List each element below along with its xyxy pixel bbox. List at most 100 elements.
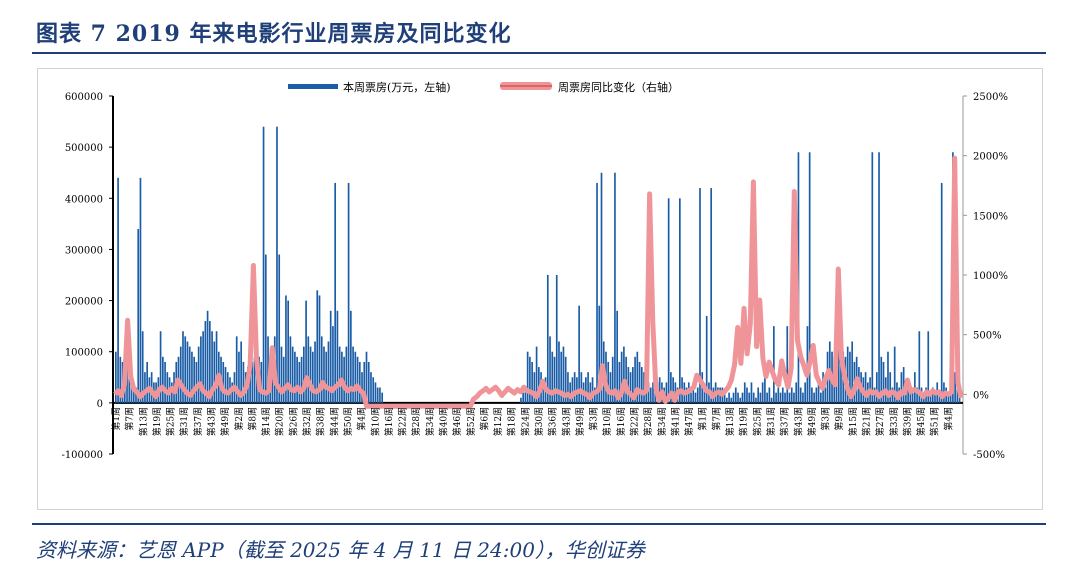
box-office-bar [649,387,652,403]
box-office-bar [318,295,321,403]
box-office-bar [320,336,323,403]
x-tick-label: 第37周 [779,407,791,436]
box-office-bar [164,361,166,403]
box-office-bar [672,377,674,403]
box-office-bar [569,382,572,403]
box-office-bar [578,305,580,403]
box-office-bar [305,300,307,403]
box-office-bar [864,372,867,403]
box-office-bar [632,367,634,403]
legend-swatch-box-office [288,84,338,89]
box-office-bar [587,372,589,403]
box-office-bar [938,392,941,403]
box-office-bar [367,361,370,403]
left-axis-tick-label: -100000 [61,450,103,461]
box-office-bar [522,392,525,403]
box-office-bar [520,397,522,403]
x-tick-label: 第1周 [110,407,122,431]
box-office-bar [338,346,341,403]
x-tick-label: 第43周 [560,407,572,436]
box-office-bar [137,228,140,403]
box-office-bar [535,346,538,403]
x-tick-label: 第22周 [629,407,641,436]
box-office-bar [723,392,726,403]
x-tick-label: 第32周 [301,407,313,436]
x-tick-label: 第13周 [137,407,149,436]
x-tick-label: 第38周 [315,407,327,436]
box-office-bar [162,356,164,403]
box-office-bar [627,367,630,403]
box-office-bar [341,351,343,403]
box-office-bar [808,152,811,403]
box-office-bar [374,382,377,403]
box-office-bar [211,331,213,403]
box-office-bar [135,387,137,403]
box-office-bar [629,372,632,403]
left-axis-tick-label: 600000 [65,92,103,103]
box-office-bar [837,341,840,403]
box-office-bar [347,182,350,403]
box-office-bar [296,356,298,403]
box-office-bar [300,356,303,403]
box-office-bar [786,326,789,403]
box-office-bar [307,336,310,403]
box-office-bar [593,387,596,403]
box-office-bar [902,367,905,403]
box-office-bar [703,387,706,403]
box-office-bar [280,346,283,403]
box-office-bar [614,172,616,403]
box-office-bar [900,372,903,403]
box-office-bar [647,382,650,403]
box-office-bar [119,356,122,403]
box-office-bar [215,331,218,403]
box-office-bar [804,382,807,403]
right-axis-tick-label: 0% [973,390,989,401]
box-office-bar [741,392,744,403]
box-office-bar [764,372,766,403]
box-office-bar [918,331,921,403]
x-tick-label: 第14周 [260,407,272,436]
box-office-bar [748,392,751,403]
box-office-bar [209,321,211,403]
box-office-bar [871,152,874,403]
source-note: 资料来源：艺恩 APP（截至 2025 年 4 月 11 日 24:00），华创… [36,538,645,562]
box-office-bar [204,321,207,403]
box-office-bar [710,188,713,403]
box-office-bar [757,387,760,403]
right-axis-tick-label: 1000% [973,271,1008,282]
x-tick-label: 第10周 [601,407,613,436]
box-office-bar [620,351,623,403]
box-office-bar [141,331,144,403]
x-tick-labels: 第1周 第7周 第13周 第19周 第25周 第31周 第37周 第43周 第49周 第2周 第8周… [110,407,954,436]
box-office-bar [132,382,135,403]
x-tick-label: 第43周 [792,407,804,436]
left-axis-tick-label: 300000 [65,245,103,256]
box-office-bar [222,361,225,403]
x-tick-label: 第39周 [901,407,913,436]
box-office-bar [197,346,200,403]
box-office-bar [788,392,791,403]
box-office-bar [549,336,551,403]
box-office-bar [267,336,269,403]
box-office-bar [560,351,563,403]
box-office-bar [193,356,196,403]
legend-label-box-office: 本周票房(万元，左轴) [343,80,451,94]
x-tick-label: 第47周 [683,407,695,436]
box-office-bar [195,361,198,403]
box-office-bar [598,305,601,403]
box-office-bar [679,198,681,403]
box-office-bar [793,392,795,403]
x-tick-label: 第7周 [710,407,722,431]
x-tick-label: 第27周 [874,407,886,436]
box-office-bar [815,387,818,403]
box-office-bar [564,356,567,403]
right-axis-tick-label: 2000% [973,152,1008,163]
box-office-bar [567,372,569,403]
x-tick-label: 第41周 [670,407,682,436]
box-office-bar [875,372,878,403]
box-office-bar [705,315,708,403]
box-office-bar [538,367,540,403]
box-office-bar [285,295,287,403]
x-tick-label: 第49周 [219,407,231,436]
box-office-bar [665,382,668,403]
